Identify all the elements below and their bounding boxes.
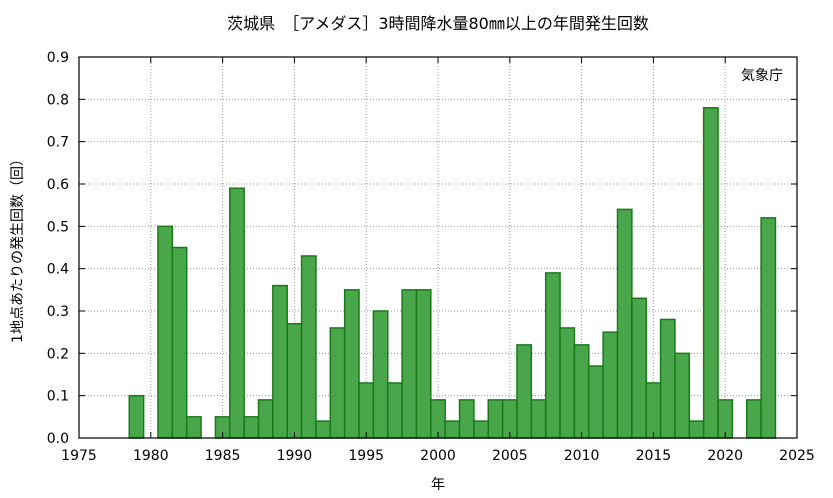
- x-tick-label: 1975: [61, 448, 97, 464]
- bar-2014: [631, 297, 647, 439]
- x-tick-label: 1980: [133, 448, 169, 464]
- y-tick-label: 0.1: [47, 389, 69, 405]
- y-tick-label: 0.8: [47, 92, 69, 108]
- bar-1986: [229, 187, 245, 439]
- bar-2007: [530, 399, 547, 439]
- bar-1994: [343, 289, 360, 439]
- bar-1979: [128, 394, 145, 439]
- y-tick-label: 0.7: [47, 135, 69, 151]
- grid-lines: [79, 57, 797, 438]
- x-tick-label: 1995: [348, 448, 384, 464]
- bar-2006: [516, 344, 533, 439]
- bar-2015: [645, 382, 662, 439]
- bar-2002: [458, 399, 475, 439]
- bar-2001: [444, 420, 461, 439]
- bar-2011: [588, 365, 604, 439]
- x-tick-label: 2015: [636, 448, 672, 464]
- bar-1996: [372, 310, 389, 439]
- x-axis-label: 年: [431, 477, 445, 493]
- bar-1997: [386, 382, 403, 439]
- bar-1990: [286, 322, 303, 439]
- bar-1992: [315, 420, 332, 439]
- x-tick-label: 2010: [564, 448, 600, 464]
- bar-2012: [602, 331, 619, 439]
- x-tick-label: 2000: [420, 448, 456, 464]
- bar-1989: [272, 284, 288, 439]
- x-tick-label: 2005: [492, 448, 528, 464]
- y-tick-label: 0.6: [47, 177, 69, 193]
- bar-1995: [358, 382, 375, 439]
- bar-1981: [157, 225, 174, 439]
- y-tick-label: 0.0: [47, 431, 69, 447]
- x-tick-label: 2020: [707, 448, 743, 464]
- bar-2022: [745, 399, 762, 439]
- x-tick-label: 1990: [277, 448, 313, 464]
- x-axis: 1975 1980 1985 1990 1995 2000 2005 2010 2015 2020…: [61, 57, 815, 464]
- source-annotation: 気象庁: [741, 68, 783, 84]
- y-tick-label: 0.9: [47, 50, 69, 66]
- y-tick-label: 0.4: [47, 262, 69, 278]
- bar-1982: [171, 246, 188, 439]
- y-tick-label: 0.2: [47, 346, 69, 362]
- bar-2003: [473, 420, 490, 439]
- bar-2016: [659, 318, 676, 439]
- bar-1983: [185, 416, 202, 439]
- bar-1998: [401, 289, 418, 439]
- bar-2010: [573, 344, 590, 439]
- y-tick-label: 0.3: [47, 304, 69, 320]
- bar-1988: [257, 399, 274, 439]
- chart-title: 茨城県 ［アメダス］3時間降水量80㎜以上の年間発生回数: [227, 14, 649, 33]
- x-tick-label: 2025: [779, 448, 815, 464]
- bar-1991: [300, 255, 317, 439]
- y-axis-label: 1地点あたりの発生回数（回）: [10, 152, 26, 343]
- bar-2017: [674, 352, 691, 439]
- bar-1993: [329, 327, 346, 439]
- y-axis: 0.0 0.1 0.2 0.3 0.4 0.5 0.6 0.7 0.8 0.9: [47, 50, 797, 447]
- x-tick-label: 1985: [205, 448, 241, 464]
- bar-1987: [243, 416, 260, 439]
- bar-2023: [760, 217, 777, 439]
- bar-2009: [559, 327, 576, 439]
- bar-2008: [544, 272, 561, 439]
- y-tick-label: 0.5: [47, 219, 69, 235]
- bar-2013: [616, 208, 633, 439]
- bar-2004: [487, 399, 504, 439]
- bar-1999: [415, 289, 432, 439]
- bar-2018: [688, 420, 705, 439]
- bars: [128, 107, 777, 439]
- bar-2019: [702, 107, 719, 439]
